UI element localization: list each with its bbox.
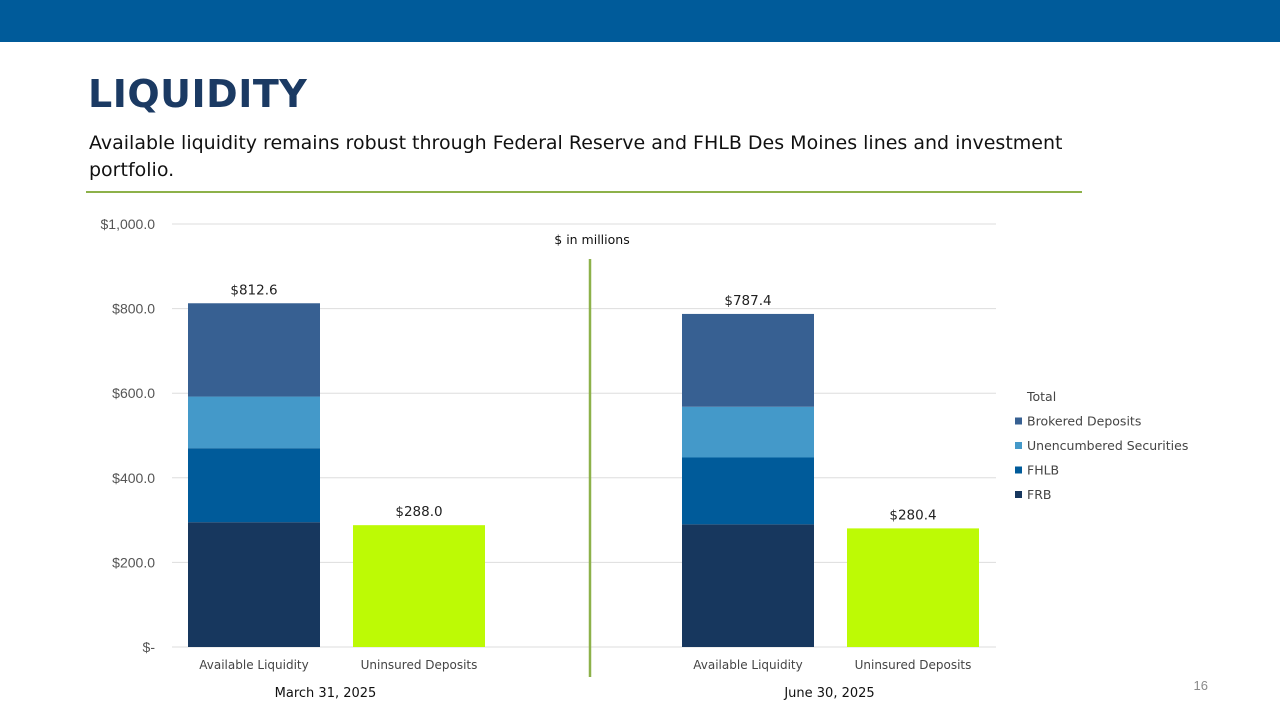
- legend-swatch: [1015, 417, 1022, 425]
- y-tick-label: $1,000.0: [101, 216, 156, 232]
- y-tick-label: $200.0: [112, 554, 155, 570]
- title-rule: [86, 191, 1082, 193]
- bar-segment: [188, 396, 320, 449]
- x-category-label: Uninsured Deposits: [361, 658, 478, 672]
- legend-label: FHLB: [1027, 463, 1059, 478]
- units-label: $ in millions: [554, 232, 629, 247]
- bar-total-label: $787.4: [724, 293, 771, 309]
- bar-total-label: $280.4: [889, 507, 936, 523]
- legend-label: FRB: [1027, 487, 1051, 502]
- page-number: 16: [1193, 678, 1208, 693]
- page-subtitle: Available liquidity remains robust throu…: [89, 132, 1063, 181]
- bar-segment: [682, 313, 814, 407]
- x-group-label: June 30, 2025: [783, 686, 874, 701]
- bar-segment: [188, 303, 320, 397]
- bar-segment: [682, 524, 814, 647]
- page-title: LIQUIDITY: [88, 72, 308, 116]
- y-tick-label: $600.0: [112, 385, 155, 401]
- legend-label: Brokered Deposits: [1027, 414, 1141, 429]
- legend-swatch: [1015, 466, 1022, 474]
- bar-segment: [847, 528, 979, 647]
- y-tick-label: $800.0: [112, 301, 155, 317]
- bar-segment: [188, 448, 320, 523]
- bar-segment: [188, 522, 320, 647]
- bar-segment: [353, 525, 485, 647]
- bar-segment: [682, 457, 814, 525]
- y-tick-label: $-: [143, 639, 156, 655]
- x-category-label: Available Liquidity: [693, 658, 802, 672]
- legend-label: Unencumbered Securities: [1027, 438, 1188, 453]
- y-tick-label: $400.0: [112, 470, 155, 486]
- x-category-label: Available Liquidity: [199, 658, 308, 672]
- x-category-label: Uninsured Deposits: [855, 658, 972, 672]
- bar-total-label: $812.6: [230, 282, 277, 298]
- legend-swatch: [1015, 442, 1022, 449]
- legend-title: Total: [1026, 389, 1056, 404]
- x-group-label: March 31, 2025: [275, 686, 377, 701]
- bar-total-label: $288.0: [395, 504, 442, 520]
- legend-swatch: [1015, 491, 1022, 498]
- bar-segment: [682, 406, 814, 458]
- top-banner: [0, 0, 1280, 42]
